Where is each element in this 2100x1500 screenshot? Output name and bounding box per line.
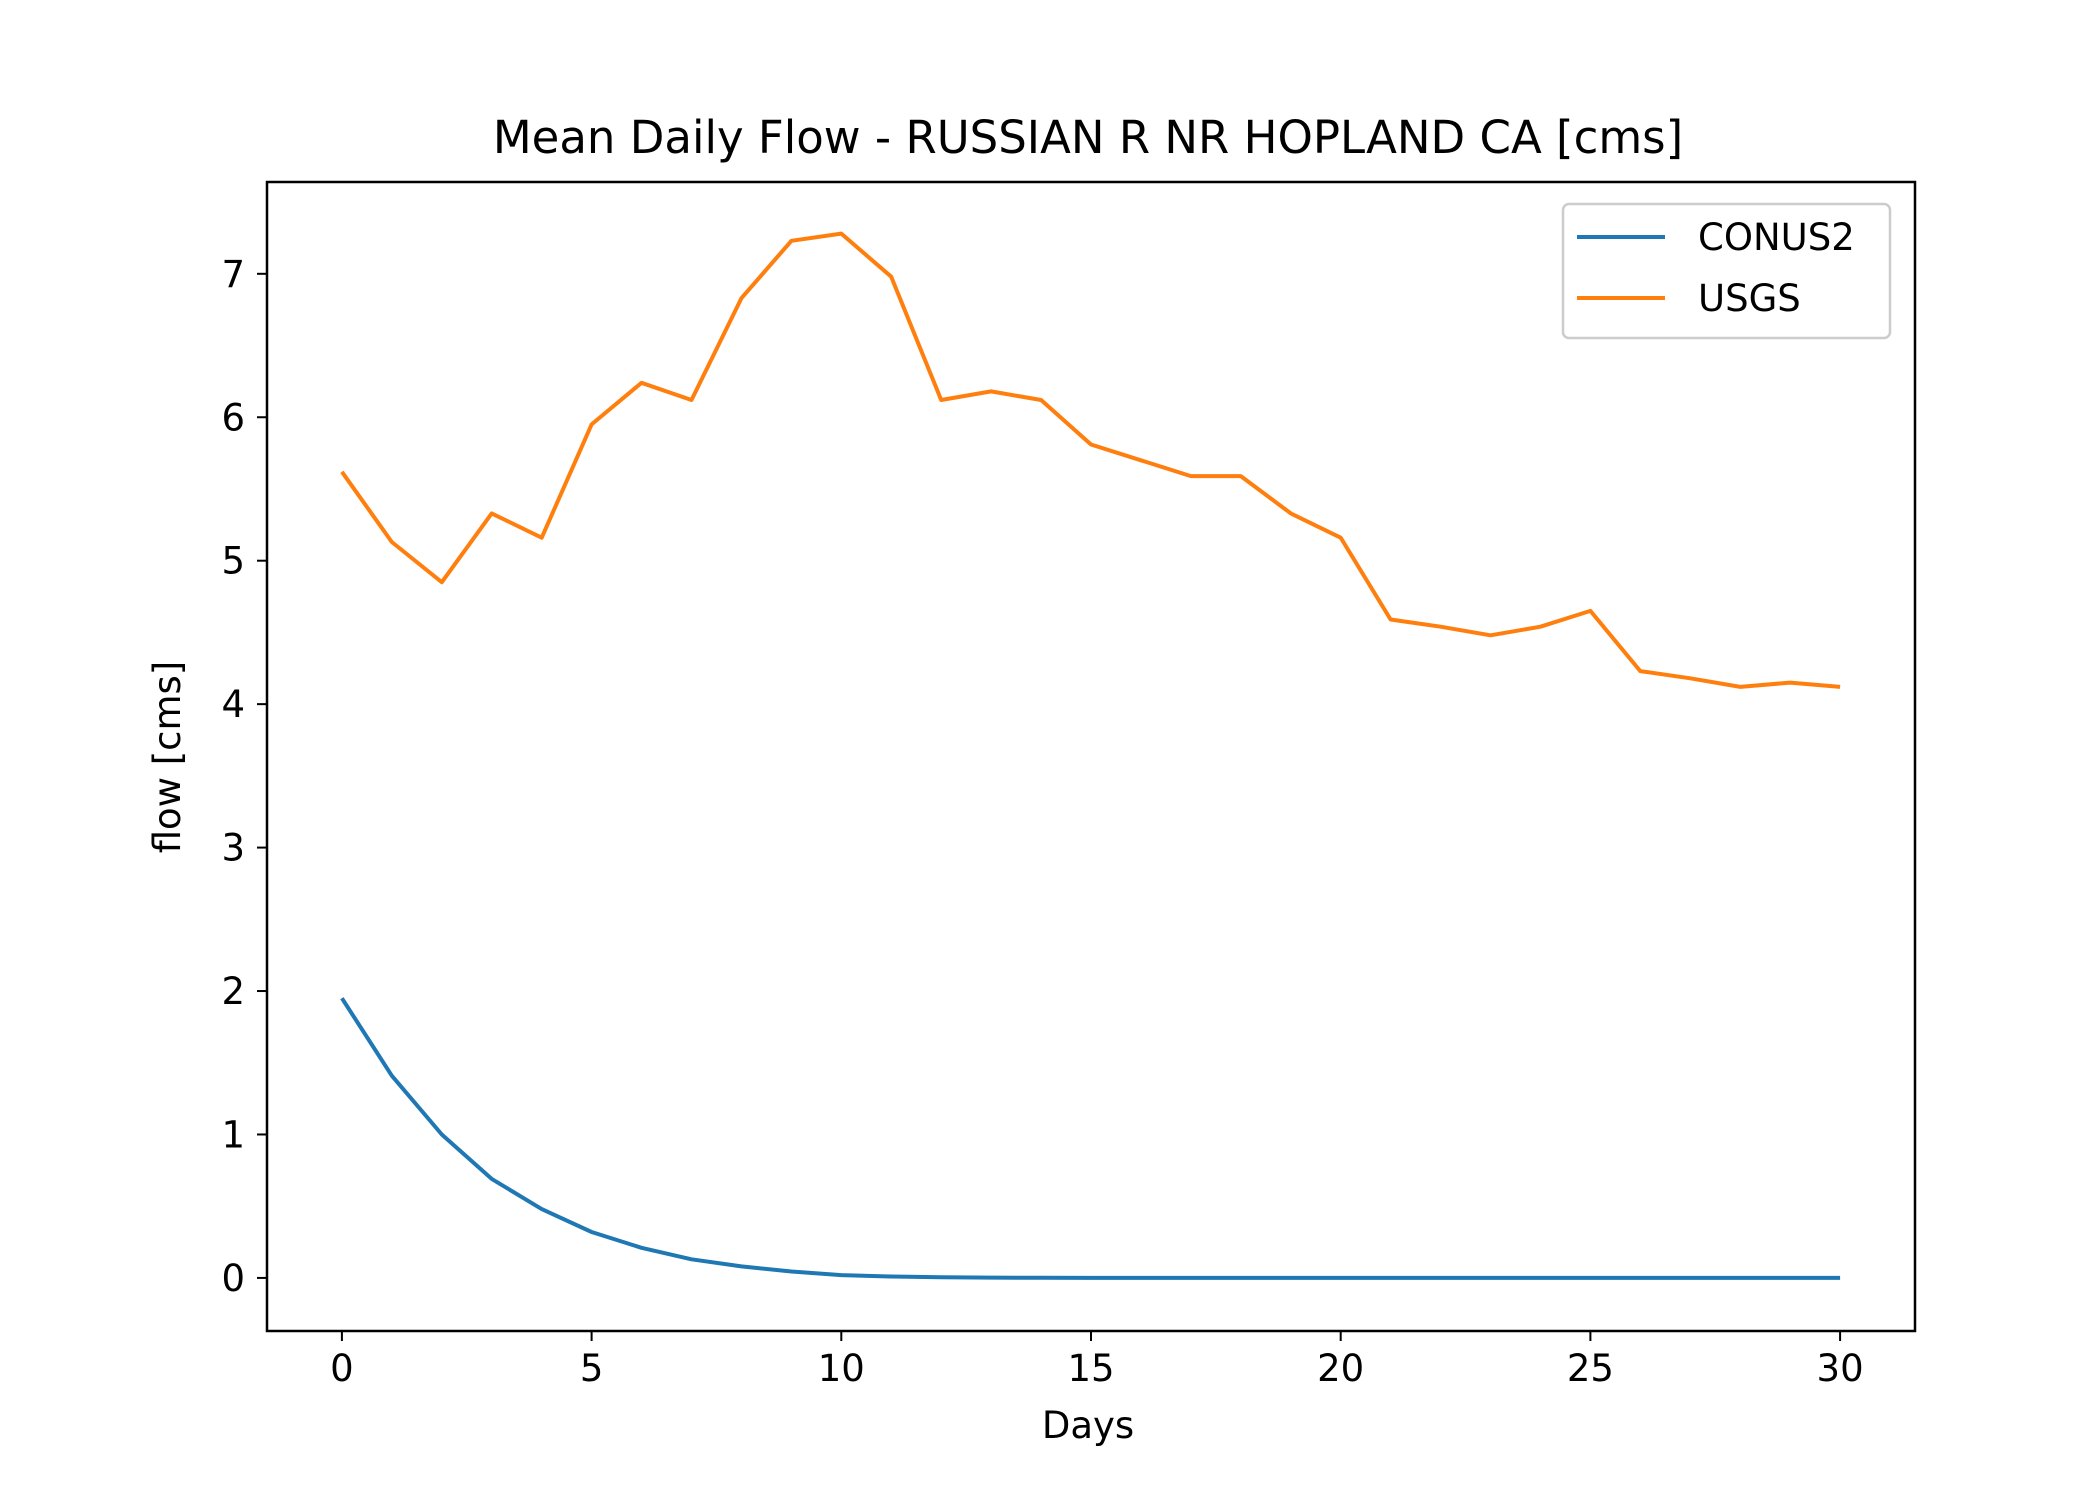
y-tick-label: 7	[221, 253, 245, 296]
chart-title: Mean Daily Flow - RUSSIAN R NR HOPLAND C…	[493, 111, 1683, 164]
series-layer	[340, 231, 1841, 1280]
y-tick-label: 1	[221, 1113, 245, 1156]
x-tick-label: 30	[1817, 1347, 1864, 1390]
x-axis-label: Days	[1042, 1404, 1134, 1447]
y-tick-label: 5	[221, 540, 245, 583]
series-line-usgs	[340, 231, 1841, 689]
x-tick-label: 25	[1567, 1347, 1614, 1390]
ticks-layer: 0 5 10 15 20 25 30 0 1 2 3 4 5 6 7	[221, 253, 1863, 1390]
legend: CONUS2 USGS	[1561, 202, 1892, 340]
y-tick-label: 4	[221, 683, 245, 726]
x-tick-label: 0	[330, 1347, 354, 1390]
x-tick-label: 10	[818, 1347, 865, 1390]
y-axis-label: flow [cms]	[146, 661, 189, 854]
x-tick-label: 20	[1317, 1347, 1364, 1390]
plot-frame	[265, 180, 1917, 1333]
x-tick-label: 15	[1067, 1347, 1114, 1390]
series-line-conus2	[340, 997, 1841, 1280]
x-tick-label: 5	[580, 1347, 604, 1390]
legend-label-usgs: USGS	[1698, 277, 1801, 320]
legend-label-conus2: CONUS2	[1698, 216, 1855, 259]
y-tick-label: 0	[221, 1257, 245, 1300]
y-tick-label: 3	[221, 827, 245, 870]
y-tick-label: 6	[221, 396, 245, 439]
y-tick-label: 2	[221, 970, 245, 1013]
